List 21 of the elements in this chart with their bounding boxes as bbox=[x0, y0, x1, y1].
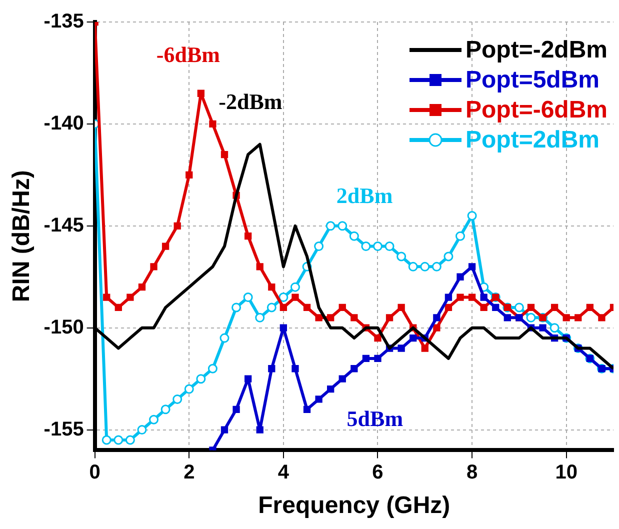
annotation: 2dBm bbox=[336, 183, 393, 208]
x-tick-label: 8 bbox=[466, 462, 478, 484]
y-axis-title: RIN (dB/Hz) bbox=[8, 170, 36, 302]
x-tick-label: 6 bbox=[372, 462, 384, 484]
y-tick-label: -140 bbox=[44, 112, 84, 134]
x-tick-label: 0 bbox=[89, 462, 100, 484]
legend-label: Popt=-6dBm bbox=[465, 96, 608, 124]
y-tick-label: -145 bbox=[44, 214, 84, 236]
x-axis-title: Frequency (GHz) bbox=[258, 492, 450, 520]
legend-label: Popt=5dBm bbox=[465, 66, 600, 94]
y-tick-label: -155 bbox=[44, 418, 84, 440]
x-tick-label: 4 bbox=[278, 462, 290, 484]
annotation: -6dBm bbox=[156, 42, 220, 67]
legend-label: Popt=2dBm bbox=[465, 126, 600, 154]
annotation: 5dBm bbox=[346, 406, 404, 431]
x-tick-label: 10 bbox=[555, 462, 578, 484]
legend-label: Popt=-2dBm bbox=[465, 36, 608, 64]
y-tick-label: -135 bbox=[44, 10, 84, 33]
x-tick-label: 2 bbox=[184, 462, 195, 484]
y-tick-label: -150 bbox=[44, 316, 84, 338]
annotation: -2dBm bbox=[218, 89, 282, 114]
